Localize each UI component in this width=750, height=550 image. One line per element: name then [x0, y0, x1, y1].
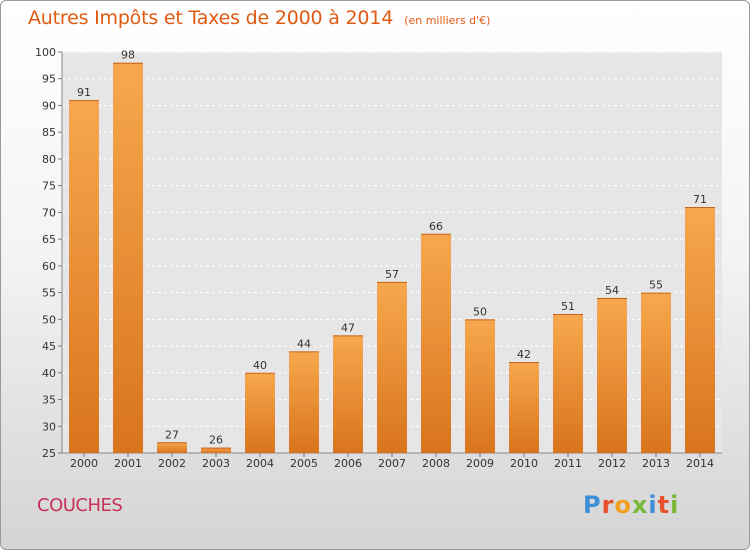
x-tick-label: 2014 [686, 457, 714, 470]
x-tick-label: 2012 [598, 457, 626, 470]
bar [113, 62, 143, 454]
y-tick-label: 40 [42, 367, 56, 380]
x-tick-label: 2000 [70, 457, 98, 470]
chart-title: Autres Impôts et Taxes de 2000 à 2014 [28, 7, 394, 29]
x-tick-label: 2003 [202, 457, 230, 470]
x-tick-label: 2001 [114, 457, 142, 470]
bar-value-label: 57 [385, 268, 399, 281]
bar [201, 447, 231, 453]
y-tick-label: 75 [42, 180, 56, 193]
y-tick-label: 45 [42, 340, 56, 353]
chart-title-block: Autres Impôts et Taxes de 2000 à 2014 (e… [28, 7, 490, 29]
y-tick-label: 70 [42, 206, 56, 219]
logo-letter: t [657, 491, 671, 519]
bar-value-label: 42 [517, 348, 531, 361]
bar [157, 442, 187, 453]
bar-value-label: 71 [693, 193, 707, 206]
bar [641, 292, 671, 453]
y-tick-label: 90 [42, 99, 56, 112]
y-tick-label: 85 [42, 126, 56, 139]
bar [421, 233, 451, 453]
chart-subtitle: (en milliers d'€) [404, 14, 491, 27]
x-tick-label: 2010 [510, 457, 538, 470]
y-tick-label: 55 [42, 287, 56, 300]
bar-value-label: 40 [253, 359, 267, 372]
bar [553, 313, 583, 453]
bar-value-label: 50 [473, 305, 487, 318]
x-tick-label: 2006 [334, 457, 362, 470]
bar [465, 319, 495, 453]
logo-letter: o [614, 491, 632, 519]
bar [597, 297, 627, 453]
bar [245, 372, 275, 453]
logo-letter: r [601, 491, 615, 519]
logo-letter: x [631, 491, 649, 519]
y-tick-label: 25 [42, 447, 56, 460]
y-tick-label: 95 [42, 73, 56, 86]
x-tick-label: 2007 [378, 457, 406, 470]
logo-letter: i [670, 491, 680, 519]
x-tick-label: 2009 [466, 457, 494, 470]
bar [69, 100, 99, 454]
y-tick-label: 80 [42, 153, 56, 166]
y-tick-label: 50 [42, 313, 56, 326]
x-tick-label: 2008 [422, 457, 450, 470]
logo-letter: P [583, 491, 602, 519]
y-tick-label: 30 [42, 420, 56, 433]
bar [377, 281, 407, 453]
bar-value-label: 98 [121, 49, 135, 62]
logo-letter: i [648, 491, 658, 519]
y-tick-label: 60 [42, 260, 56, 273]
bar-value-label: 55 [649, 279, 663, 292]
bar-value-label: 54 [605, 284, 619, 297]
bar-value-label: 66 [429, 220, 443, 233]
bar [509, 362, 539, 453]
bar [333, 335, 363, 453]
bar [289, 351, 319, 453]
bar-value-label: 26 [209, 434, 223, 447]
y-tick-label: 35 [42, 394, 56, 407]
bar-value-label: 47 [341, 321, 355, 334]
bar-value-label: 44 [297, 337, 311, 350]
bar-value-label: 91 [77, 86, 91, 99]
x-tick-label: 2011 [554, 457, 582, 470]
place-name: COUCHES [37, 495, 123, 516]
x-tick-label: 2013 [642, 457, 670, 470]
bar-value-label: 51 [561, 300, 575, 313]
bar [685, 207, 715, 453]
x-tick-label: 2004 [246, 457, 274, 470]
x-tick-label: 2002 [158, 457, 186, 470]
y-tick-label: 100 [35, 46, 56, 59]
y-tick-label: 65 [42, 233, 56, 246]
bar-value-label: 27 [165, 428, 179, 441]
proxiti-logo: Proxiti [583, 491, 679, 519]
x-tick-label: 2005 [290, 457, 318, 470]
